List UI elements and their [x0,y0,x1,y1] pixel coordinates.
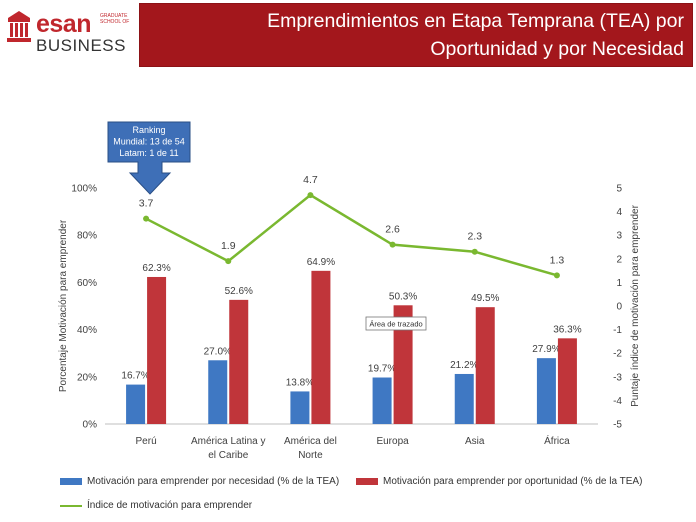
legend-label-necesidad: Motivación para emprender por necesidad … [87,476,340,487]
y-tick-label: 40% [77,325,97,336]
line-indice [145,193,558,277]
bar-data-label: 62.3% [142,263,170,274]
ranking-callout [107,121,191,195]
x-tick-label: América Latina y [191,436,265,447]
bar-necesidad [126,384,146,424]
line-point [389,241,396,248]
bar-data-label: 16.7% [121,371,149,382]
plot-area-tooltip [365,316,427,331]
line-data-label: 2.3 [467,231,482,243]
bar-necesidad [454,373,474,424]
line-point [143,215,150,222]
bar-data-label: 50.3% [389,291,417,302]
y-right-tick-label: -3 [613,372,622,383]
ranking-callout-text: Mundial: 13 de 54 [113,137,185,147]
bar-necesidad [372,377,392,424]
bar-data-label: 27.9% [532,344,560,355]
y-tick-label: 80% [77,231,97,242]
legend-item-indice: Índice de motivación para emprender [60,500,252,511]
bar-data-label: 13.8% [286,377,314,388]
y-right-tick-label: 1 [616,278,622,289]
legend: Motivación para emprender por necesidad … [60,474,690,518]
y-right-tick-label: -2 [613,349,622,360]
logo-business-text: BUSINESS [36,36,126,55]
bar-oportunidad [557,338,577,424]
bar-oportunidad [393,305,413,424]
bar-data-label: 19.7% [368,364,396,375]
line-data-label: 2.6 [385,224,400,236]
bar-data-label: 21.2% [450,360,478,371]
legend-swatch-indice [60,504,82,507]
chart: 0% 20% 40% 60% 80% 100% -5 -4 -3 -2 -1 0 1 2 3 4 5 Porcen… [58,121,641,461]
line-data-label: 1.3 [550,254,565,266]
x-tick-label: América del [284,436,337,447]
y-tick-label: 60% [77,278,97,289]
bar-necesidad [290,391,310,424]
legend-label-indice: Índice de motivación para emprender [87,500,253,511]
line-data-label: 4.7 [303,174,318,186]
y-right-axis-title: Puntaje índice de motivación para empren… [630,204,641,406]
bar-data-label: 49.5% [471,293,499,304]
y-tick-label: 100% [71,184,97,195]
legend-item-oportunidad: Motivación para emprender por oportunida… [356,476,642,487]
y-right-tick-label: -1 [613,325,622,336]
legend-item-necesidad: Motivación para emprender por necesidad … [60,476,339,487]
x-tick-label: el Caribe [208,450,248,461]
x-tick-label: Europa [376,436,409,447]
x-tick-label: Asia [465,436,485,447]
esan-logo: esan GRADUATE SCHOOL OF BUSINESS [6,8,134,58]
plot-area-tooltip-text: Área de trazado [369,320,422,329]
bar-data-label: 52.6% [225,286,253,297]
logo-esan-text: esan [36,10,91,38]
header: esan GRADUATE SCHOOL OF BUSINESS Emprend… [0,0,696,70]
y-right-tick-label: 0 [616,302,622,313]
line-data-label: 1.9 [221,240,236,252]
line-point [307,192,314,199]
x-tick-label: África [544,434,570,447]
x-tick-label: Norte [298,450,323,461]
logo-graduate-text: GRADUATE SCHOOL OF [100,13,130,25]
ranking-callout-text: Latam: 1 de 11 [119,148,178,158]
bar-oportunidad [311,270,331,424]
y-right-tick-label: 5 [616,184,622,195]
bar-necesidad [208,360,228,424]
legend-label-oportunidad: Motivación para emprender por oportunida… [383,476,643,487]
y-tick-label: 0% [83,420,98,431]
bar-oportunidad [475,307,495,424]
y-tick-label: 20% [77,372,97,383]
ranking-callout-text: Ranking [132,125,165,135]
bar-data-label: 64.9% [307,257,335,268]
y-right-tick-label: -4 [613,396,622,407]
bar-data-label: 27.0% [204,346,232,357]
bar-oportunidad [229,299,249,424]
legend-swatch-oportunidad [356,478,378,485]
y-right-tick-label: 3 [616,231,622,242]
y-axis-title: Porcentaje Motivación para emprender [58,219,69,392]
line-point [553,272,560,279]
legend-swatch-necesidad [60,478,82,485]
y-right-tick-label: -5 [613,420,622,431]
bar-data-label: 36.3% [553,324,581,335]
esan-emblem-icon [7,11,31,42]
bar-necesidad [536,358,556,424]
bar-oportunidad [147,276,167,424]
y-right-tick-label: 4 [616,207,622,218]
title-banner: Emprendimientos en Etapa Temprana (TEA) … [140,4,692,66]
chart-title-line-2: Oportunidad y por Necesidad [430,38,684,60]
x-tick-label: Perú [136,436,157,447]
line-point [225,258,232,265]
line-point [471,248,478,255]
chart-title-line-1: Emprendimientos en Etapa Temprana (TEA) … [267,10,684,32]
line-data-label: 3.7 [139,198,154,210]
y-right-tick-label: 2 [616,254,622,265]
